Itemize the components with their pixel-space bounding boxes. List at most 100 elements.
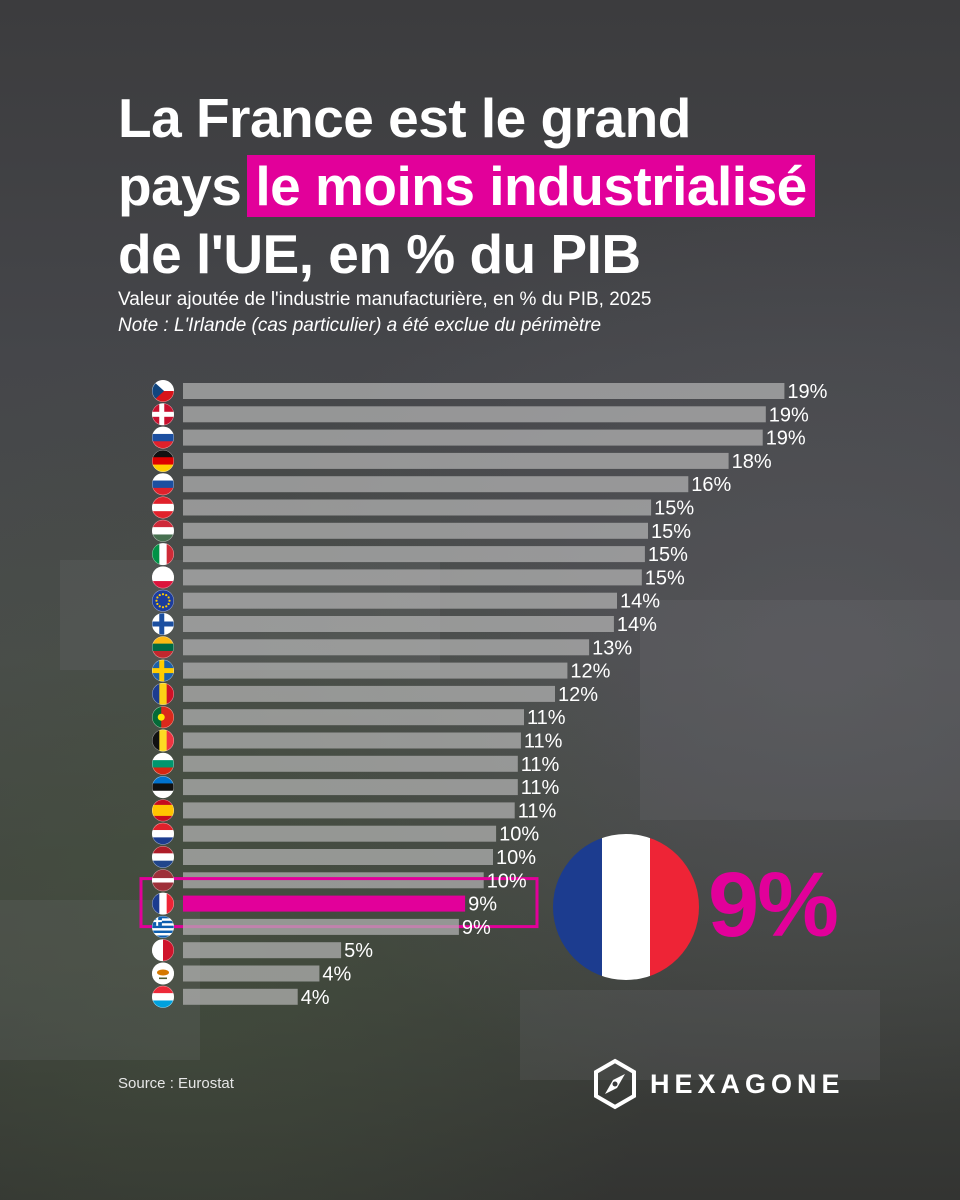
bar-portugal-flag xyxy=(183,709,524,726)
romania-flag-icon xyxy=(152,682,174,705)
bar-croatia-flag xyxy=(183,825,497,842)
bars-layer xyxy=(139,383,785,1005)
value-label-belgium-flag: 11% xyxy=(524,731,563,753)
chart-subtitle-block: Valeur ajoutée de l'industrie manufactur… xyxy=(118,287,652,339)
value-label-lithuania-flag: 13% xyxy=(592,637,632,659)
bar-netherlands-flag xyxy=(183,849,493,865)
value-label-estonia-flag: 11% xyxy=(521,777,560,799)
value-label-poland-flag: 15% xyxy=(645,567,685,589)
cyprus-flag-icon xyxy=(152,962,174,985)
bar-belgium-flag xyxy=(183,732,521,749)
bar-finland-flag xyxy=(183,616,614,632)
italy-flag-icon xyxy=(152,543,174,566)
value-label-spain-flag: 11% xyxy=(518,800,557,822)
source-note: Source : Eurostat xyxy=(118,1075,234,1092)
value-label-slovakia-flag: 16% xyxy=(691,474,731,496)
title-highlight: le moins industrialisé xyxy=(247,155,815,217)
slovenia-flag-icon xyxy=(152,426,174,449)
denmark-flag-icon xyxy=(152,403,174,426)
bar-cyprus-flag xyxy=(183,965,320,982)
bar-france-flag xyxy=(183,895,466,912)
slovakia-flag-icon xyxy=(152,473,174,496)
bar-eu-flag xyxy=(183,592,617,609)
bar-austria-flag xyxy=(183,499,652,516)
hexagone-compass-icon xyxy=(594,1058,636,1110)
brand-logo: HEXAGONE xyxy=(592,1058,845,1110)
value-label-austria-flag: 15% xyxy=(654,498,694,520)
malta-flag-icon xyxy=(152,939,174,962)
finland-flag-icon xyxy=(152,613,174,635)
bar-italy-flag xyxy=(183,546,645,563)
poland-flag-icon xyxy=(152,566,174,589)
value-label-sweden-flag: 12% xyxy=(570,661,610,683)
bar-denmark-flag xyxy=(183,406,766,423)
value-label-bulgaria-flag: 11% xyxy=(521,754,560,776)
chart-title: La France est le grand pays le moins indu… xyxy=(118,84,918,288)
bar-poland-flag xyxy=(183,569,642,586)
value-label-eu-flag: 14% xyxy=(620,591,660,613)
value-label-croatia-flag: 10% xyxy=(499,824,539,846)
bar-romania-flag xyxy=(183,685,555,702)
luxembourg-flag-icon xyxy=(152,985,174,1008)
chart-note: Note : L'Irlande (cas particulier) a été… xyxy=(118,315,602,336)
germany-flag-icon xyxy=(152,449,174,472)
bar-latvia-flag xyxy=(183,872,484,889)
france-flag-large-icon xyxy=(553,834,699,980)
value-label-italy-flag: 15% xyxy=(648,544,688,566)
portugal-flag-icon xyxy=(152,706,174,729)
title-rest-1: est le grand xyxy=(388,87,691,149)
austria-flag-icon xyxy=(152,496,174,519)
value-label-latvia-flag: 10% xyxy=(487,870,527,892)
title-line-3: de l'UE, en % du PIB xyxy=(118,223,641,285)
bar-sweden-flag xyxy=(183,662,568,679)
bar-estonia-flag xyxy=(183,779,518,796)
highlight-value: 9% xyxy=(708,854,839,956)
estonia-flag-icon xyxy=(152,776,174,799)
value-label-romania-flag: 12% xyxy=(558,684,598,706)
bar-slovenia-flag xyxy=(183,429,763,446)
croatia-flag-icon xyxy=(152,822,174,845)
value-label-luxembourg-flag: 4% xyxy=(301,987,330,1009)
bar-spain-flag xyxy=(183,802,515,819)
lithuania-flag-icon xyxy=(152,636,174,659)
value-label-slovenia-flag: 19% xyxy=(766,428,806,450)
value-label-portugal-flag: 11% xyxy=(527,707,566,729)
bar-lithuania-flag xyxy=(183,639,590,656)
title-bold: La France xyxy=(118,87,374,149)
hungary-flag-icon xyxy=(152,519,174,542)
spain-flag-icon xyxy=(152,799,174,822)
bar-greece-flag xyxy=(183,918,459,935)
value-labels-layer: 19%19%19%18%16%15%15%15%15%14%14%13%12%1… xyxy=(301,381,828,1009)
value-label-germany-flag: 18% xyxy=(732,451,772,473)
value-label-denmark-flag: 19% xyxy=(769,404,809,426)
bar-czechia-flag xyxy=(183,383,785,399)
title-pre-2: pays xyxy=(118,155,242,217)
value-label-malta-flag: 5% xyxy=(344,940,373,962)
brand-name: HEXAGONE xyxy=(650,1068,845,1099)
value-label-czechia-flag: 19% xyxy=(787,381,827,403)
value-label-greece-flag: 9% xyxy=(462,917,491,939)
bulgaria-flag-icon xyxy=(152,752,174,775)
value-label-finland-flag: 14% xyxy=(617,614,657,636)
netherlands-flag-icon xyxy=(152,846,174,868)
bar-hungary-flag xyxy=(183,522,648,539)
france-flag-icon xyxy=(152,892,174,915)
czechia-flag-icon xyxy=(152,380,174,402)
value-label-hungary-flag: 15% xyxy=(651,521,691,543)
chart-subtitle: Valeur ajoutée de l'industrie manufactur… xyxy=(118,289,652,310)
bar-germany-flag xyxy=(183,452,729,469)
eu-flag-icon xyxy=(152,589,174,612)
bar-luxembourg-flag xyxy=(183,988,298,1005)
latvia-flag-icon xyxy=(152,869,174,892)
value-label-netherlands-flag: 10% xyxy=(496,847,536,869)
bar-slovakia-flag xyxy=(183,476,689,493)
bar-bulgaria-flag xyxy=(183,755,518,772)
flags-layer xyxy=(152,380,174,1008)
belgium-flag-icon xyxy=(152,729,174,752)
value-label-cyprus-flag: 4% xyxy=(322,964,351,986)
greece-flag-icon xyxy=(152,915,174,938)
sweden-flag-icon xyxy=(152,659,174,682)
value-label-france-flag: 9% xyxy=(468,894,497,916)
bar-malta-flag xyxy=(183,942,342,959)
